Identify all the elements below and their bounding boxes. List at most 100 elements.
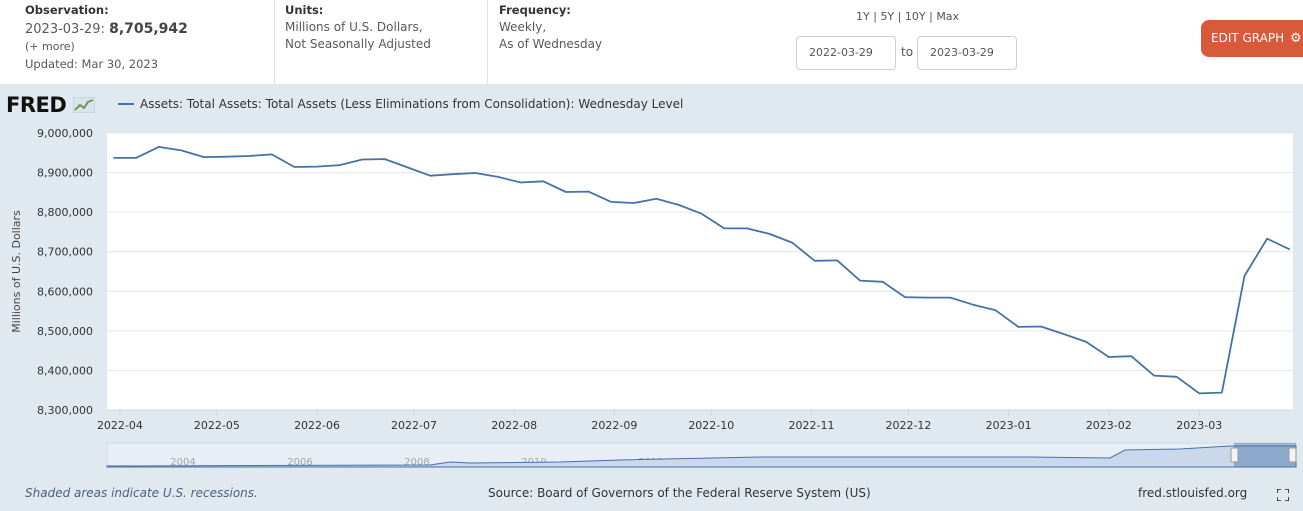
data-point [362,159,363,160]
data-point [1289,249,1290,250]
data-point [1244,275,1245,276]
y-tick-label: 8,400,000 [37,364,93,377]
units-line-2: Not Seasonally Adjusted [285,37,431,51]
data-point [611,201,612,202]
x-tick-label: 2023-03 [1176,419,1222,432]
data-point [724,228,725,229]
data-point [656,198,657,199]
data-point [950,297,951,298]
data-point [701,213,702,214]
data-point [837,260,838,261]
frequency-line-2: As of Wednesday [499,37,603,51]
navigator-year-label: 2008 [404,457,429,468]
x-tick-label: 2022-05 [194,419,240,432]
edit-graph-button[interactable]: EDIT GRAPH ⚙ [1201,20,1303,57]
fullscreen-icon[interactable] [1277,489,1289,501]
y-tick-label: 8,600,000 [37,285,93,298]
data-point [995,310,996,311]
frequency-line-1: Weekly, [499,20,547,34]
data-point [181,150,182,151]
data-point [1040,326,1041,327]
data-point [316,166,317,167]
data-point [565,191,566,192]
x-tick-label: 2022-08 [491,419,537,432]
gear-icon: ⚙ [1289,31,1302,46]
site-link[interactable]: fred.stlouisfed.org [1138,486,1248,500]
fred-logo-text: FRED [6,93,67,117]
observation-line: 2023-03-29: 8,705,942 [25,21,273,38]
data-point [226,156,227,157]
frequency-panel: Frequency: Weekly, As of Wednesday [487,0,649,84]
range-5y-link[interactable]: 5Y [880,10,895,23]
data-point [859,280,860,281]
data-point [384,159,385,160]
units-panel: Units: Millions of U.S. Dollars, Not Sea… [274,0,487,84]
data-point [1063,333,1064,334]
chart-line-icon [72,96,96,114]
x-tick-label: 2023-02 [1086,419,1132,432]
recession-note: Shaded areas indicate U.S. recessions. [25,486,258,500]
date-from-input[interactable]: 2022-03-29 [796,36,896,70]
data-point [1086,341,1087,342]
observation-date: 2023-03-29: [25,22,105,37]
range-max-link[interactable]: Max [936,10,960,23]
y-axis-label: Millions of U.S. Dollars [10,210,23,333]
updated-date: Updated: Mar 30, 2023 [25,57,159,71]
data-point [1199,393,1200,394]
data-point [588,191,589,192]
data-point [407,167,408,168]
chart-legend: Assets: Total Assets: Total Assets (Less… [118,97,683,111]
x-tick-label: 2022-10 [688,419,734,432]
legend-label: Assets: Total Assets: Total Assets (Less… [140,97,684,111]
data-point [339,164,340,165]
units-line-1: Millions of U.S. Dollars, [285,20,423,34]
data-point [135,157,136,158]
data-point [543,181,544,182]
data-point [249,155,250,156]
navigator-handle[interactable] [1230,447,1239,463]
data-point [792,242,793,243]
data-point [203,157,204,158]
observation-more-link[interactable]: (+ more) [25,40,75,53]
x-tick-label: 2023-01 [986,419,1032,432]
data-point [1153,375,1154,376]
legend-swatch [118,103,134,105]
range-separator: | [873,10,877,23]
data-point [1267,238,1268,239]
navigator-year-label: 2006 [287,457,312,468]
fred-logo[interactable]: FRED [6,93,96,117]
data-point [497,176,498,177]
range-10y-link[interactable]: 10Y [904,10,926,23]
edit-graph-label: EDIT GRAPH [1211,31,1285,45]
x-tick-label: 2022-07 [391,419,437,432]
range-selector: 1Y | 5Y | 10Y | Max [856,10,959,23]
x-tick-label: 2022-12 [885,419,931,432]
data-point [113,157,114,158]
x-tick-label: 2022-06 [294,419,340,432]
y-tick-label: 8,800,000 [37,206,93,219]
data-point [475,172,476,173]
navigator-handle[interactable] [1288,447,1297,463]
units-label: Units: [285,3,324,17]
navigator-selection[interactable] [1234,443,1296,467]
data-point [1131,356,1132,357]
data-point [769,233,770,234]
y-tick-label: 9,000,000 [37,127,93,140]
graph-area: 9,000,000 8,900,000 8,800,000 8,700,000 8,60… [0,84,1303,511]
data-point [905,297,906,298]
data-point [294,166,295,167]
data-point [1108,356,1109,357]
data-point [520,182,521,183]
header-panel: Observation: 2023-03-29: 8,705,942 (+ mo… [0,0,1303,84]
data-point [1176,376,1177,377]
range-separator: | [897,10,902,23]
chart: 9,000,000 8,900,000 8,800,000 8,700,000 8,60… [10,127,1297,468]
x-tick-label: 2022-04 [97,419,143,432]
range-1y-link[interactable]: 1Y [856,10,870,23]
series-line [113,146,1291,395]
data-point [633,202,634,203]
date-to-input[interactable]: 2023-03-29 [917,36,1017,70]
y-tick-label: 8,900,000 [37,167,93,180]
x-tick-label: 2022-09 [591,419,637,432]
data-point [430,175,431,176]
